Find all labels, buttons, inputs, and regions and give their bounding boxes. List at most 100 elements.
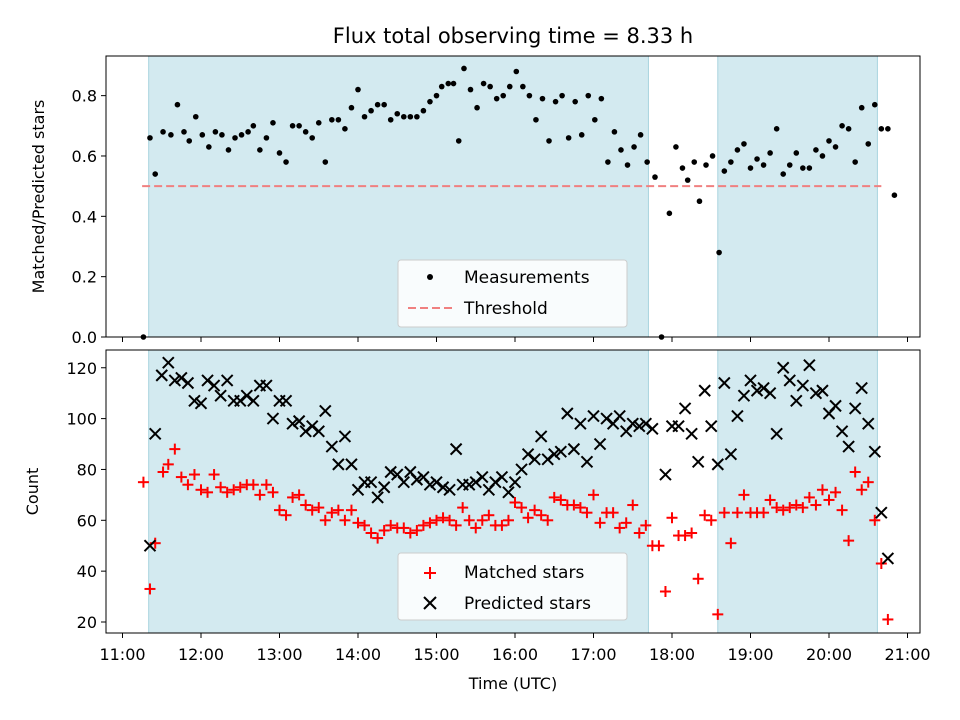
measurement-point — [741, 141, 747, 147]
top-chart-title: Flux total observing time = 8.33 h — [333, 24, 693, 48]
matched-star-point — [274, 504, 285, 516]
predicted-star-point — [345, 458, 358, 471]
matched-star-point — [725, 537, 737, 549]
measurement-point — [152, 171, 159, 177]
measurement-point — [637, 132, 644, 138]
x-stroke — [672, 420, 685, 433]
matched-star-point — [614, 522, 626, 534]
matched-star-point — [470, 522, 482, 534]
x-stroke — [848, 402, 862, 415]
measurement-point — [250, 123, 257, 129]
x-stroke — [613, 409, 626, 423]
top-panel: Flux total observing time = 8.33 h 0.00.… — [29, 24, 921, 347]
predicted-star-point — [875, 506, 888, 519]
measurement-point — [666, 210, 673, 217]
x-stroke — [803, 359, 816, 372]
bottom-legend: Matched stars Predicted stars — [397, 552, 628, 621]
predicted-star-point — [561, 407, 574, 420]
top-legend-box — [397, 259, 628, 328]
measurement-point — [455, 138, 462, 144]
x-stroke — [515, 463, 528, 476]
top-band-2 — [717, 56, 878, 337]
top-y-axis-label: Matched/Predicted stars — [29, 100, 48, 294]
matched-star-point — [620, 517, 632, 529]
x-stroke — [332, 458, 345, 471]
predicted-star-point — [842, 440, 855, 453]
predicted-star-point — [803, 359, 816, 372]
x-stroke — [449, 442, 463, 456]
x-stroke — [292, 414, 306, 428]
predicted-star-markers — [143, 356, 895, 565]
predicted-star-point — [613, 409, 626, 423]
measurement-point — [885, 126, 891, 132]
top-y-tick-label: 0.8 — [72, 87, 97, 106]
matched-star-point — [182, 479, 194, 491]
predicted-star-point — [220, 374, 234, 387]
x-stroke — [319, 404, 332, 418]
x-stroke — [842, 440, 855, 453]
bottom-legend-box — [397, 552, 628, 621]
matched-star-point — [267, 486, 279, 498]
matched-star-point — [287, 491, 299, 503]
measurement-point — [513, 68, 520, 75]
measurement-point — [387, 116, 394, 123]
x-stroke — [345, 458, 358, 471]
matched-star-point — [568, 499, 580, 511]
predicted-star-point — [155, 369, 168, 382]
predicted-star-point — [384, 465, 397, 479]
x-stroke — [364, 475, 378, 489]
legend-matched-marker — [424, 567, 436, 579]
predicted-star-point — [744, 374, 757, 387]
x-stroke — [875, 506, 888, 519]
measurement-point — [546, 138, 552, 144]
top-x-ticks — [122, 337, 908, 342]
predicted-star-point — [410, 473, 424, 486]
predicted-star-point — [143, 539, 157, 552]
measurement-point — [832, 144, 839, 150]
x-stroke — [240, 389, 253, 402]
x-stroke — [489, 475, 502, 489]
bottom-y-ticks: 20 40 60 80 100 120 — [66, 359, 106, 632]
x-stroke — [737, 389, 751, 402]
predicted-star-point — [469, 475, 482, 489]
x-stroke — [417, 470, 430, 484]
x-stroke — [783, 374, 796, 387]
measurement-point — [192, 113, 199, 120]
measurement-point — [673, 144, 679, 150]
bottom-y-tick-label: 20 — [77, 613, 97, 632]
predicted-star-point — [731, 409, 744, 423]
measurement-point — [270, 119, 276, 126]
measurement-point — [160, 129, 166, 135]
legend-measurements-label: Measurements — [464, 268, 590, 288]
measurement-points — [140, 65, 898, 340]
matched-star-point — [712, 608, 724, 620]
measurement-point — [696, 198, 703, 205]
measurement-point — [565, 135, 572, 141]
x-stroke — [162, 356, 175, 369]
predicted-star-point — [685, 427, 698, 441]
matched-star-point — [326, 507, 338, 519]
x-stroke — [763, 386, 777, 400]
matched-star-point — [588, 489, 599, 501]
matched-star-point — [862, 476, 874, 488]
matched-star-point — [169, 443, 181, 455]
predicted-star-point — [593, 437, 607, 451]
measurement-point — [374, 101, 381, 108]
measurement-point — [767, 150, 773, 156]
matched-star-point — [522, 512, 534, 524]
matched-star-point — [411, 524, 423, 536]
measurement-point — [368, 107, 374, 114]
bottom-axes-frame — [105, 349, 921, 634]
measurement-point — [605, 159, 611, 165]
matched-star-point — [699, 509, 711, 521]
matched-star-point — [332, 504, 344, 516]
predicted-star-point — [528, 453, 541, 466]
matched-star-point — [424, 517, 436, 529]
measurement-point — [878, 126, 885, 132]
predicted-star-point — [763, 386, 777, 400]
x-stroke — [338, 430, 352, 443]
matched-star-point — [882, 613, 894, 625]
predicted-star-point — [862, 417, 875, 430]
predicted-star-point — [325, 440, 339, 453]
matched-star-point — [679, 530, 691, 542]
